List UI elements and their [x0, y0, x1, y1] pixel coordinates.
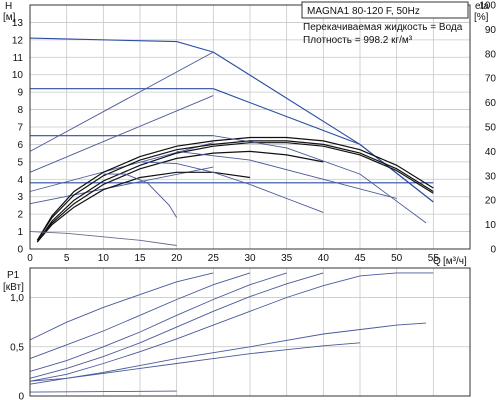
series-line-system-10 — [29, 166, 214, 205]
lower-plot-frame — [29, 267, 471, 397]
y2-axis-unit: [%] — [474, 12, 489, 23]
y2-tick-label: 70 — [485, 74, 497, 85]
power-tick-label: 0 — [18, 392, 24, 400]
y2-tick-label: 10 — [485, 220, 497, 231]
y-tick-label: 10 — [12, 70, 24, 81]
power-series-line-6 — [29, 342, 361, 382]
title-box — [301, 1, 469, 19]
upper-plot-frame — [29, 4, 471, 250]
y2-tick-label: 80 — [485, 49, 497, 60]
power-series-line-4 — [29, 272, 434, 382]
y-tick-label: 2 — [17, 210, 23, 221]
upper-grid — [29, 5, 470, 250]
y-tick-label: 6 — [17, 140, 23, 151]
series-line-qh-15 — [36, 171, 251, 243]
power-series-line-1 — [29, 272, 251, 360]
y-tick-label: 1 — [17, 227, 23, 238]
y-axis-unit: [м] — [3, 12, 16, 23]
y2-tick-label: 100 — [479, 1, 496, 12]
y2-tick-label: 60 — [485, 98, 497, 109]
x-axis-title: Q — [433, 256, 441, 267]
x-tick-label: 30 — [244, 253, 256, 264]
density-label: Плотность = 998.2 кг/м³ — [303, 35, 413, 46]
liquid-label: Перекачиваемая жидкость = Вода — [303, 22, 463, 33]
series-line-system-9 — [29, 142, 214, 192]
x-tick-label: 55 — [428, 253, 440, 264]
y-tick-label: 8 — [17, 105, 23, 116]
series-line-qh-11 — [36, 136, 434, 241]
y2-tick-label: 40 — [485, 147, 497, 158]
power-series-line-7 — [29, 390, 177, 393]
y2-tick-label: 0 — [490, 245, 496, 256]
y-tick-label: 0 — [17, 245, 23, 256]
y-tick-label: 3 — [17, 192, 23, 203]
y-tick-label: 12 — [12, 35, 24, 46]
series-line-tail-19 — [103, 173, 178, 218]
series-line-qh-14 — [36, 150, 324, 243]
x-tick-label: 45 — [354, 253, 366, 264]
series-line-tail-16 — [213, 135, 427, 224]
y-tick-label: 4 — [17, 175, 23, 186]
power-axis-title: P1 — [7, 270, 20, 281]
lower-series — [29, 272, 434, 393]
y2-tick-label: 90 — [485, 25, 497, 36]
y-tick-label: 9 — [17, 88, 23, 99]
chart-title: MAGNA1 80-120 F, 50Hz — [307, 6, 420, 17]
power-tick-label: 1,0 — [10, 293, 24, 304]
series-line-system-8 — [29, 95, 214, 173]
x-tick-label: 25 — [208, 253, 220, 264]
x-tick-label: 20 — [171, 253, 183, 264]
series-line-qh-13 — [36, 142, 434, 243]
power-axis-unit: [кВт] — [3, 282, 24, 293]
power-series-line-3 — [29, 272, 324, 379]
x-tick-label: 10 — [98, 253, 110, 264]
y-tick-label: 7 — [17, 123, 23, 134]
y-tick-label: 5 — [17, 157, 23, 168]
x-tick-label: 50 — [391, 253, 403, 264]
tick-labels: 0 5 10 15 20 25 30 35 40 45 50 55012345678910111213… — [10, 1, 496, 400]
y-axis-title: H — [5, 1, 12, 12]
y2-tick-label: 50 — [485, 123, 497, 134]
x-tick-label: 5 — [64, 253, 70, 264]
power-series-line-0 — [29, 272, 214, 341]
series-line-limit-0 — [29, 37, 214, 53]
y2-axis-title: eta — [475, 1, 489, 12]
y-tick-label: 11 — [13, 53, 24, 64]
series-line-efficiency-20 — [29, 231, 177, 246]
series-line-tail-17 — [176, 150, 397, 199]
x-tick-label: 0 — [27, 253, 33, 264]
x-tick-label: 40 — [318, 253, 330, 264]
x-tick-label: 15 — [134, 253, 146, 264]
x-axis-unit: [м³/ч] — [443, 256, 467, 267]
power-series-line-2 — [29, 272, 287, 372]
power-tick-label: 0,5 — [10, 342, 24, 353]
series-line-tail-18 — [139, 161, 324, 213]
series-line-system-7 — [29, 51, 214, 152]
series-line-qh-12 — [36, 140, 434, 241]
y2-tick-label: 20 — [485, 196, 497, 207]
y2-tick-label: 30 — [485, 171, 497, 182]
upper-series — [29, 37, 434, 246]
y-tick-label: 13 — [12, 18, 24, 29]
power-series-line-5 — [29, 322, 427, 385]
x-tick-label: 35 — [281, 253, 293, 264]
